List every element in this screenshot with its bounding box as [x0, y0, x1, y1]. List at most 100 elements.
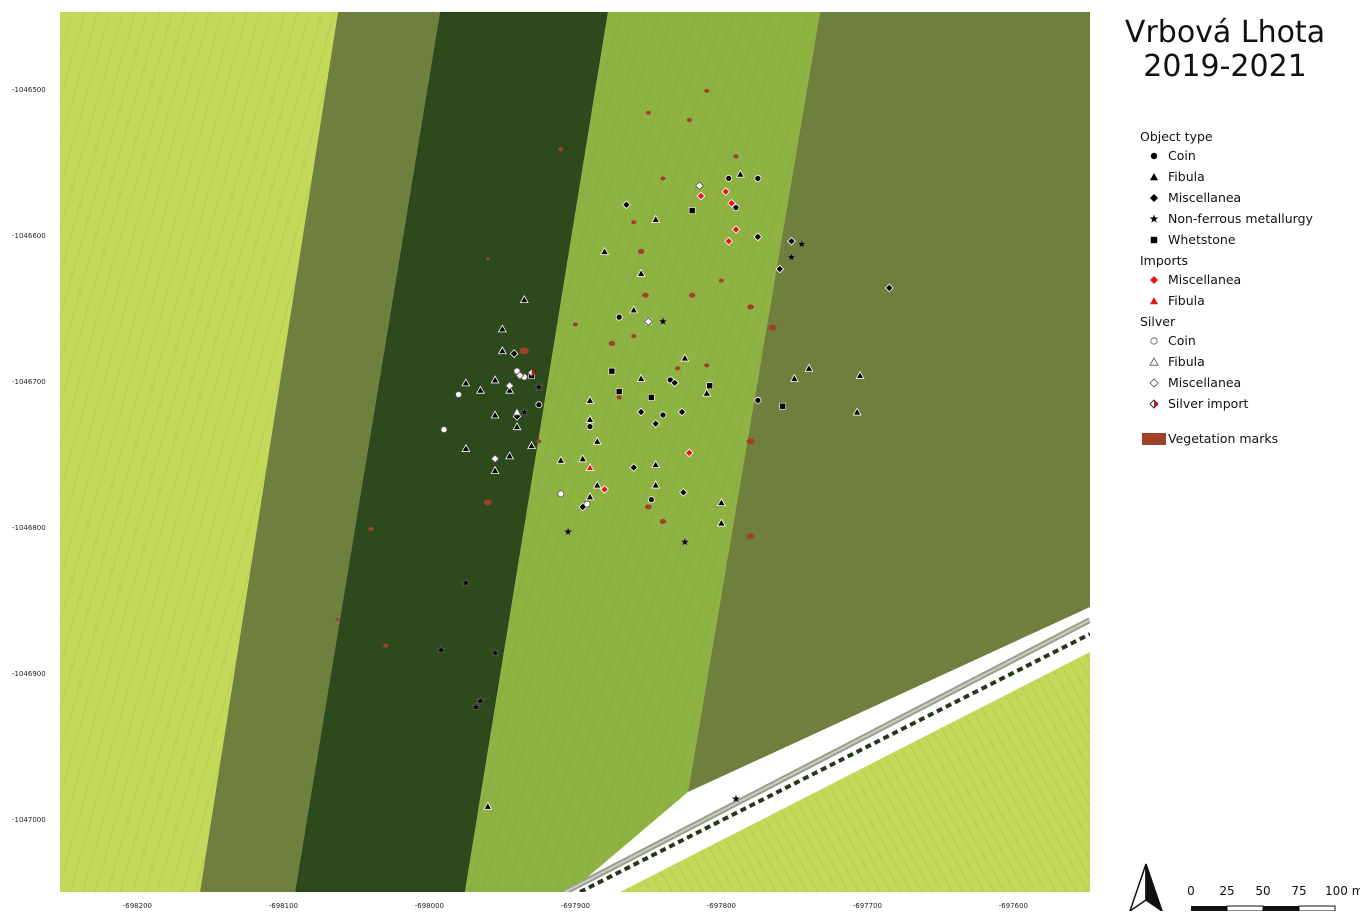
vegetation-mark	[645, 110, 651, 115]
silver-miscellanea-marker[interactable]	[644, 317, 653, 326]
fibula-marker[interactable]	[600, 246, 610, 255]
metallurgy-marker[interactable]	[786, 252, 797, 262]
silver-coin-marker[interactable]	[440, 426, 448, 433]
coin-marker[interactable]	[615, 313, 623, 321]
whetstone-marker[interactable]	[608, 367, 616, 375]
silver-miscellanea-marker[interactable]	[695, 181, 704, 191]
miscellanea-marker[interactable]	[629, 463, 639, 472]
coin-marker[interactable]	[647, 496, 655, 504]
miscellanea-marker[interactable]	[509, 349, 519, 359]
import-fibula-marker[interactable]	[585, 462, 595, 471]
import-miscellanea-marker[interactable]	[721, 187, 731, 196]
metallurgy-marker[interactable]	[680, 537, 690, 547]
fibula-marker[interactable]	[512, 422, 522, 431]
metallurgy-marker[interactable]	[534, 382, 544, 392]
fibula-marker[interactable]	[716, 497, 726, 507]
metallurgy-marker[interactable]	[563, 526, 573, 536]
miscellanea-marker[interactable]	[651, 419, 661, 429]
metallurgy-marker[interactable]	[471, 702, 481, 711]
import-miscellanea-marker[interactable]	[600, 485, 609, 494]
whetstone-marker[interactable]	[688, 207, 696, 214]
fibula-marker[interactable]	[497, 346, 507, 355]
map-view[interactable]	[60, 12, 1090, 892]
silver-coin-marker[interactable]	[583, 500, 591, 508]
metallurgy-marker[interactable]	[490, 648, 500, 657]
fibula-marker[interactable]	[578, 454, 588, 463]
silver-miscellanea-marker[interactable]	[515, 371, 525, 380]
fibula-marker[interactable]	[592, 480, 602, 489]
coin-marker[interactable]	[586, 423, 594, 431]
fibula-marker[interactable]	[461, 378, 471, 387]
metallurgy-marker[interactable]	[658, 316, 668, 326]
fibula-marker[interactable]	[680, 353, 690, 362]
fibula-marker[interactable]	[651, 459, 661, 469]
fibula-marker[interactable]	[735, 169, 745, 178]
title-line-2: 2019-2021	[1143, 49, 1307, 84]
whetstone-marker[interactable]	[779, 402, 787, 410]
fibula-marker[interactable]	[651, 480, 661, 489]
metallurgy-marker[interactable]	[796, 239, 807, 249]
silver-coin-marker[interactable]	[455, 391, 463, 398]
whetstone-marker[interactable]	[706, 382, 714, 390]
fibula-marker[interactable]	[527, 440, 537, 450]
miscellanea-marker[interactable]	[622, 200, 631, 210]
miscellanea-marker[interactable]	[636, 407, 646, 417]
miscellanea-marker[interactable]	[775, 264, 785, 274]
fibula-marker[interactable]	[716, 518, 726, 527]
fibula-marker[interactable]	[476, 385, 485, 394]
coin-marker[interactable]	[754, 175, 762, 182]
fibula-marker[interactable]	[490, 410, 500, 419]
miscellanea-marker[interactable]	[753, 232, 763, 242]
vegetation-mark	[659, 519, 667, 525]
coin-marker[interactable]	[732, 204, 740, 212]
silver-miscellanea-marker[interactable]	[505, 381, 515, 391]
miscellanea-marker[interactable]	[679, 487, 688, 497]
silver-fibula-marker[interactable]	[512, 407, 522, 416]
coin-marker[interactable]	[535, 401, 543, 409]
import-miscellanea-marker[interactable]	[727, 198, 736, 208]
fibula-marker[interactable]	[651, 214, 661, 223]
fibula-marker[interactable]	[585, 395, 595, 404]
import-miscellanea-marker[interactable]	[724, 236, 734, 246]
silver-import-marker[interactable]	[527, 368, 536, 377]
coin-marker[interactable]	[725, 175, 733, 182]
coin-marker[interactable]	[659, 411, 667, 419]
fibula-marker[interactable]	[702, 388, 712, 397]
fibula-marker[interactable]	[461, 443, 471, 452]
fibula-marker[interactable]	[490, 465, 500, 474]
metallurgy-marker[interactable]	[475, 696, 486, 706]
fibula-marker[interactable]	[519, 294, 529, 304]
fibula-marker[interactable]	[636, 268, 646, 277]
fibula-marker[interactable]	[852, 407, 862, 416]
fibula-marker[interactable]	[505, 451, 515, 460]
fibula-marker[interactable]	[497, 324, 507, 333]
whetstone-marker[interactable]	[615, 388, 623, 395]
miscellanea-marker[interactable]	[884, 283, 894, 293]
fibula-marker[interactable]	[585, 414, 595, 423]
coin-marker[interactable]	[754, 396, 762, 404]
fibula-marker[interactable]	[629, 305, 639, 314]
import-miscellanea-marker[interactable]	[696, 191, 706, 201]
whetstone-marker[interactable]	[647, 394, 655, 401]
fibula-marker[interactable]	[855, 370, 865, 379]
fibula-marker[interactable]	[483, 801, 493, 810]
miscellanea-marker[interactable]	[677, 407, 687, 417]
fibula-marker[interactable]	[585, 492, 595, 501]
miscellanea-marker[interactable]	[670, 378, 680, 388]
metallurgy-marker[interactable]	[519, 407, 530, 417]
metallurgy-marker[interactable]	[436, 645, 446, 655]
fibula-marker[interactable]	[804, 363, 814, 372]
import-miscellanea-marker[interactable]	[684, 448, 694, 458]
silver-coin-marker[interactable]	[557, 490, 565, 498]
silver-miscellanea-marker[interactable]	[490, 454, 500, 464]
fibula-marker[interactable]	[636, 373, 646, 382]
fibula-marker[interactable]	[789, 373, 799, 382]
fibula-marker[interactable]	[490, 375, 500, 384]
import-miscellanea-marker[interactable]	[731, 225, 741, 234]
fibula-marker[interactable]	[592, 436, 602, 445]
vegetation-swatch-icon	[1140, 428, 1168, 449]
metallurgy-marker[interactable]	[731, 794, 741, 803]
metallurgy-marker[interactable]	[461, 577, 471, 587]
miscellanea-marker[interactable]	[787, 236, 796, 246]
fibula-marker[interactable]	[556, 455, 566, 464]
